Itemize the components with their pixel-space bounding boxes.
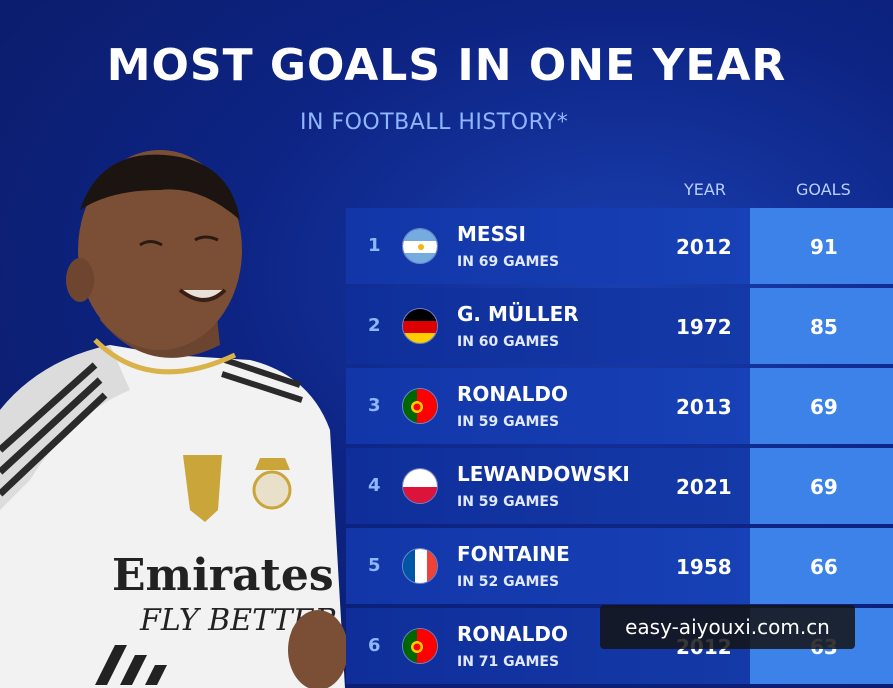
year-value: 2013: [676, 395, 732, 419]
portugal-flag-icon: [402, 628, 438, 664]
player-name: MESSI: [457, 222, 526, 246]
poland-flag-icon: [402, 468, 438, 504]
goals-value: 85: [810, 315, 838, 339]
games-count: IN 69 GAMES: [457, 254, 560, 270]
rank-number: 1: [368, 235, 381, 256]
table-row: 5 FONTAINE IN 52 GAMES 1958 66: [346, 528, 893, 604]
year-value: 2021: [676, 475, 732, 499]
rank-number: 4: [368, 475, 381, 496]
player-name: RONALDO: [457, 622, 568, 646]
games-count: IN 52 GAMES: [457, 574, 560, 590]
year-value: 1958: [676, 555, 732, 579]
watermark: easy-aiyouxi.com.cn: [600, 605, 855, 649]
portugal-flag-icon: [402, 388, 438, 424]
column-header-year: YEAR: [684, 180, 726, 199]
year-value: 2012: [676, 235, 732, 259]
player-name: G. MÜLLER: [457, 302, 579, 326]
table-row: 2 G. MÜLLER IN 60 GAMES 1972 85: [346, 288, 893, 364]
goals-cell-background: [750, 528, 893, 604]
games-count: IN 59 GAMES: [457, 414, 560, 430]
page-subtitle: IN FOOTBALL HISTORY*: [300, 110, 569, 135]
champions-badge-icon: [183, 455, 222, 522]
goals-value: 66: [810, 555, 838, 579]
goals-table: 1 MESSI IN 69 GAMES 2012 91 2 G. MÜLLER IN 60 G…: [346, 208, 893, 688]
germany-flag-icon: [402, 308, 438, 344]
player-shirt: [0, 345, 345, 688]
table-row: 3 RONALDO IN 59 GAMES 2013 69: [346, 368, 893, 444]
player-name: LEWANDOWSKI: [457, 462, 630, 486]
table-row: 4 LEWANDOWSKI IN 59 GAMES 2021 69: [346, 448, 893, 524]
player-name: FONTAINE: [457, 542, 570, 566]
player-photo: Emirates FLY BETTER: [0, 150, 348, 688]
games-count: IN 60 GAMES: [457, 334, 560, 350]
goals-cell-background: [750, 288, 893, 364]
page-title: MOST GOALS IN ONE YEAR: [106, 40, 787, 91]
rank-number: 5: [368, 555, 381, 576]
player-name: RONALDO: [457, 382, 568, 406]
goals-cell-background: [750, 368, 893, 444]
shirt-sponsor-line1: Emirates: [112, 550, 334, 601]
goals-value: 91: [810, 235, 838, 259]
games-count: IN 59 GAMES: [457, 494, 560, 510]
argentina-flag-icon: [402, 228, 438, 264]
games-count: IN 71 GAMES: [457, 654, 560, 670]
goals-cell-background: [750, 448, 893, 524]
france-flag-icon: [402, 548, 438, 584]
adidas-logo-icon: [95, 645, 167, 685]
column-header-goals: GOALS: [796, 180, 851, 199]
goals-cell-background: [750, 208, 893, 284]
table-row: 1 MESSI IN 69 GAMES 2012 91: [346, 208, 893, 284]
rank-number: 3: [368, 395, 381, 416]
club-crest-icon: [252, 470, 292, 510]
goals-value: 69: [810, 475, 838, 499]
rank-number: 2: [368, 315, 381, 336]
goals-value: 69: [810, 395, 838, 419]
rank-number: 6: [368, 635, 381, 656]
year-value: 1972: [676, 315, 732, 339]
